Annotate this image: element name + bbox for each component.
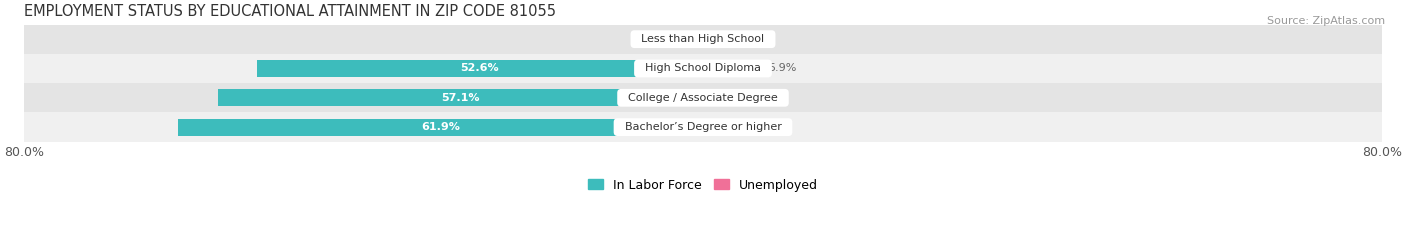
Text: 0.0%: 0.0% <box>728 34 756 44</box>
Text: EMPLOYMENT STATUS BY EDUCATIONAL ATTAINMENT IN ZIP CODE 81055: EMPLOYMENT STATUS BY EDUCATIONAL ATTAINM… <box>24 4 557 19</box>
Text: College / Associate Degree: College / Associate Degree <box>621 93 785 103</box>
Bar <box>218 89 703 106</box>
Bar <box>24 113 1382 142</box>
Bar <box>257 60 703 77</box>
Text: 0.0%: 0.0% <box>728 122 756 132</box>
Text: 4.0%: 4.0% <box>752 93 780 103</box>
Legend: In Labor Force, Unemployed: In Labor Force, Unemployed <box>583 174 823 196</box>
Bar <box>177 119 703 136</box>
Text: 5.9%: 5.9% <box>768 63 797 73</box>
Text: 57.1%: 57.1% <box>441 93 479 103</box>
Bar <box>703 60 754 77</box>
Text: Bachelor’s Degree or higher: Bachelor’s Degree or higher <box>617 122 789 132</box>
Text: 52.6%: 52.6% <box>461 63 499 73</box>
Bar <box>24 54 1382 83</box>
Text: 0.0%: 0.0% <box>650 34 678 44</box>
Bar <box>703 89 737 106</box>
Bar <box>24 24 1382 54</box>
Text: Less than High School: Less than High School <box>634 34 772 44</box>
Text: High School Diploma: High School Diploma <box>638 63 768 73</box>
Text: Source: ZipAtlas.com: Source: ZipAtlas.com <box>1267 16 1385 26</box>
Bar <box>24 83 1382 113</box>
Text: 61.9%: 61.9% <box>420 122 460 132</box>
